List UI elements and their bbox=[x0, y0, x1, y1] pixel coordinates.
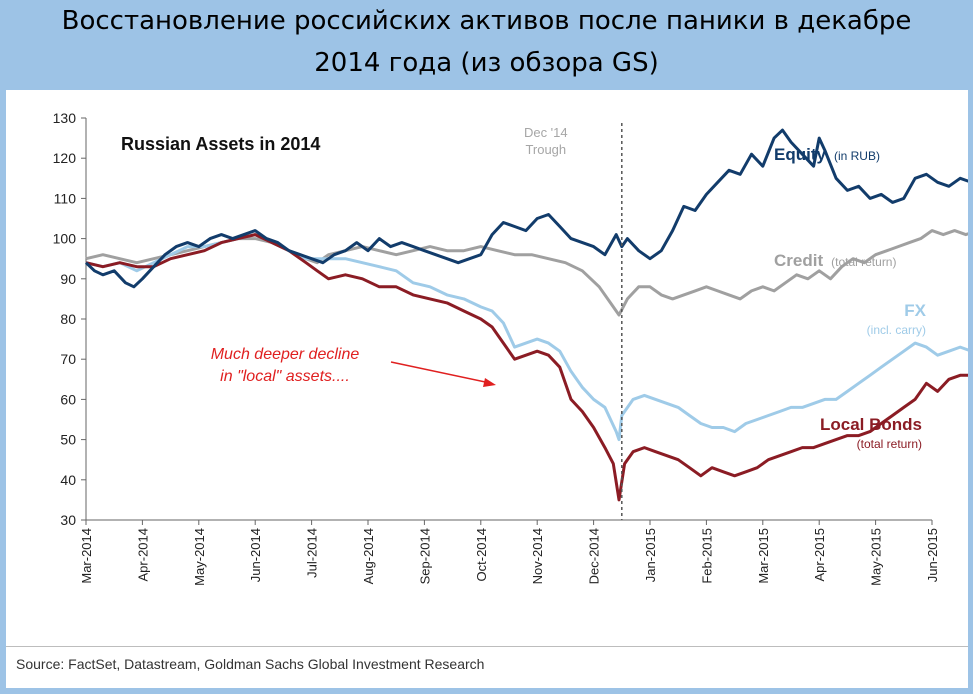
x-tick-label: May-2015 bbox=[869, 528, 884, 586]
y-tick-label: 110 bbox=[54, 190, 77, 206]
x-tick-label: Sep-2014 bbox=[417, 528, 432, 584]
y-tick-label: 40 bbox=[60, 472, 76, 488]
series-label-equity: Equity bbox=[774, 145, 826, 164]
x-tick-label: Jun-2014 bbox=[248, 528, 263, 582]
decline-note-line2: in "local" assets.... bbox=[220, 368, 350, 385]
trough-annotation: Dec '14 Trough bbox=[524, 123, 623, 520]
x-tick-label: Mar-2014 bbox=[79, 528, 94, 584]
x-tick-label: Apr-2015 bbox=[812, 528, 827, 581]
y-tick-label: 30 bbox=[60, 512, 76, 528]
chart-title: Russian Assets in 2014 bbox=[121, 134, 320, 154]
decline-note-arrowhead bbox=[483, 378, 496, 387]
y-tick-label: 70 bbox=[60, 351, 76, 367]
x-tick-label: Nov-2014 bbox=[530, 528, 545, 584]
y-tick-label: 120 bbox=[53, 150, 77, 166]
series-labels: Equity (in RUB) Credit (total return) FX (inc… bbox=[774, 145, 927, 451]
x-tick-label: Mar-2015 bbox=[756, 528, 771, 584]
decline-note-arrow bbox=[390, 361, 491, 384]
decline-note-line1: Much deeper decline bbox=[211, 346, 360, 363]
header-line-2: 2014 года (из обзора GS) bbox=[314, 48, 659, 78]
source-note: Source: FactSet, Datastream, Goldman Sac… bbox=[16, 656, 485, 672]
x-tick-label: May-2014 bbox=[192, 528, 207, 586]
trough-label-line1: Dec '14 bbox=[524, 125, 568, 140]
x-tick-label: Aug-2014 bbox=[361, 528, 376, 584]
y-tick-label: 100 bbox=[53, 231, 77, 247]
axes: 30 40 50 60 70 80 90 100 110 120 130 Mar-2014 Apr-20… bbox=[53, 110, 940, 586]
x-tick-label: Jun-2015 bbox=[925, 528, 940, 582]
series-line-equity bbox=[84, 128, 968, 289]
chart-panel: 30 40 50 60 70 80 90 100 110 120 130 Mar-2014 Apr-20… bbox=[6, 90, 968, 688]
chart: 30 40 50 60 70 80 90 100 110 120 130 Mar-2014 Apr-20… bbox=[53, 110, 968, 586]
series-line-fx bbox=[85, 233, 968, 442]
series-lines bbox=[84, 128, 968, 502]
series-label-local-bonds: Local Bonds bbox=[820, 415, 922, 434]
x-tick-label: Feb-2015 bbox=[699, 528, 714, 584]
x-tick-label: Jul-2014 bbox=[305, 528, 320, 578]
x-tick-label: Jan-2015 bbox=[643, 528, 658, 582]
series-line-credit bbox=[85, 229, 968, 317]
header-line-1: Восстановление российских активов после … bbox=[61, 6, 912, 36]
x-tick-label: Dec-2014 bbox=[587, 528, 602, 584]
y-tick-label: 130 bbox=[53, 110, 77, 126]
y-tick-label: 80 bbox=[60, 311, 76, 327]
series-sublabel-local-bonds: (total return) bbox=[857, 437, 922, 451]
series-sublabel-fx: (incl. carry) bbox=[867, 323, 926, 337]
decline-note: Much deeper decline in "local" assets...… bbox=[211, 346, 496, 387]
slide-header: Восстановление российских активов после … bbox=[0, 0, 973, 88]
series-label-fx: FX bbox=[904, 301, 926, 320]
series-sublabel-equity: (in RUB) bbox=[834, 149, 880, 163]
y-tick-label: 60 bbox=[60, 391, 76, 407]
series-label-credit: Credit bbox=[774, 251, 823, 270]
series-sublabel-credit: (total return) bbox=[831, 255, 896, 269]
x-tick-label: Apr-2014 bbox=[135, 528, 150, 581]
y-tick-label: 90 bbox=[60, 271, 76, 287]
series-line-local-bonds bbox=[85, 233, 968, 502]
y-tick-label: 50 bbox=[60, 432, 76, 448]
trough-label-line2: Trough bbox=[525, 142, 566, 157]
x-tick-label: Oct-2014 bbox=[474, 528, 489, 581]
source-separator bbox=[6, 646, 968, 647]
